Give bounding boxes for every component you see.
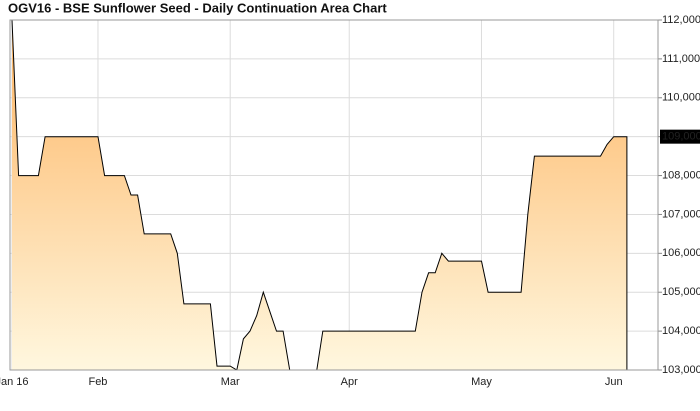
y-tick-label: 107,000 bbox=[662, 208, 700, 220]
y-tick-label: 106,000 bbox=[662, 247, 700, 259]
y-tick-label: 104,000 bbox=[662, 325, 700, 337]
area-line bbox=[11, 20, 628, 370]
x-tick-label: May bbox=[471, 376, 492, 388]
y-tick-label: 112,000 bbox=[662, 14, 700, 26]
x-tick-label: Jun bbox=[605, 376, 623, 388]
area-fill bbox=[12, 20, 627, 370]
y-tick-label: 103,000 bbox=[662, 364, 700, 376]
x-tick-label: Mar bbox=[221, 376, 240, 388]
plot bbox=[11, 20, 628, 370]
plot-border bbox=[9, 19, 659, 371]
x-tick-label: Jan 16 bbox=[0, 376, 29, 388]
y-tick-label: 108,000 bbox=[662, 169, 700, 181]
x-tick-label: Apr bbox=[341, 376, 358, 388]
y-tick-label: 110,000 bbox=[662, 92, 700, 104]
chart-title: OGV16 - BSE Sunflower Seed - Daily Conti… bbox=[8, 0, 387, 15]
y-tick-label: 105,000 bbox=[662, 286, 700, 298]
x-tick-label: Feb bbox=[88, 376, 107, 388]
y-tick-label: 109,000 bbox=[662, 131, 700, 143]
y-tick-label: 111,000 bbox=[662, 53, 700, 65]
last-value-box bbox=[660, 129, 700, 144]
